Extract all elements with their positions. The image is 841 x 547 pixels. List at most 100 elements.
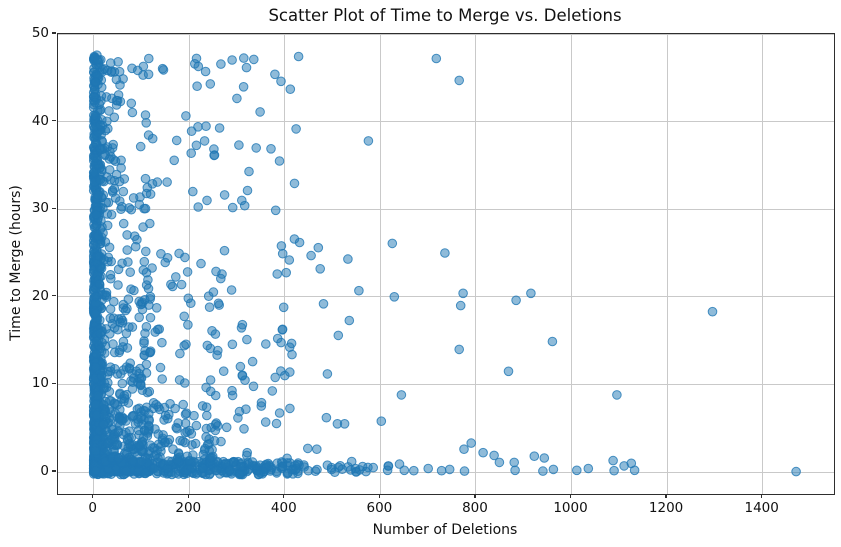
scatter-point bbox=[91, 349, 102, 359]
scatter-point bbox=[175, 348, 185, 359]
scatter-point bbox=[458, 288, 468, 299]
scatter-point bbox=[176, 279, 187, 290]
scatter-point bbox=[247, 457, 258, 467]
scatter-point bbox=[239, 53, 249, 63]
x-tick-label: 1000 bbox=[553, 500, 588, 516]
scatter-point bbox=[489, 450, 499, 461]
scatter-point bbox=[90, 77, 101, 87]
scatter-point bbox=[131, 366, 142, 377]
scatter-point bbox=[126, 376, 136, 386]
scatter-point bbox=[141, 267, 152, 278]
scatter-point bbox=[140, 328, 150, 339]
scatter-point bbox=[171, 422, 181, 433]
scatter-point bbox=[115, 317, 125, 328]
scatter-point bbox=[294, 237, 305, 248]
scatter-point bbox=[459, 444, 469, 455]
scatter-point bbox=[140, 110, 151, 120]
x-tick-mark bbox=[665, 494, 667, 498]
scatter-point bbox=[95, 105, 105, 116]
x-tick-mark bbox=[92, 494, 94, 498]
scatter-point bbox=[218, 366, 229, 377]
scatter-point bbox=[394, 459, 405, 469]
scatter-point bbox=[122, 245, 132, 255]
scatter-point bbox=[191, 140, 202, 151]
scatter-point bbox=[113, 427, 124, 437]
scatter-point bbox=[333, 330, 344, 341]
scatter-point bbox=[227, 202, 238, 213]
scatter-point bbox=[98, 228, 108, 238]
scatter-point bbox=[270, 69, 280, 80]
scatter-point bbox=[196, 258, 206, 269]
scatter-point bbox=[396, 390, 407, 400]
scatter-point bbox=[174, 375, 185, 385]
plot-area bbox=[57, 33, 835, 495]
scatter-point bbox=[90, 308, 101, 319]
scatter-point bbox=[214, 123, 225, 133]
scatter-point bbox=[454, 344, 465, 355]
scatter-point bbox=[130, 419, 141, 429]
scatter-point bbox=[276, 76, 286, 87]
scatter-point bbox=[186, 148, 196, 158]
gridline-vertical bbox=[762, 34, 764, 494]
y-tick-mark bbox=[52, 295, 56, 297]
x-axis-label: Number of Deletions bbox=[372, 522, 518, 538]
scatter-point bbox=[376, 416, 387, 427]
scatter-point bbox=[444, 464, 455, 475]
scatter-point bbox=[90, 446, 101, 457]
scatter-point bbox=[629, 465, 640, 476]
scatter-point bbox=[454, 75, 465, 86]
gridline-vertical bbox=[379, 34, 381, 494]
scatter-point bbox=[154, 324, 164, 335]
scatter-point bbox=[200, 66, 211, 77]
y-tick-mark bbox=[52, 32, 56, 34]
scatter-point bbox=[127, 384, 138, 394]
scatter-point bbox=[271, 418, 282, 429]
x-tick-label: 1200 bbox=[648, 500, 684, 516]
scatter-point bbox=[126, 204, 137, 215]
x-tick-label: 1400 bbox=[744, 500, 779, 516]
scatter-point bbox=[137, 385, 148, 396]
scatter-point bbox=[149, 451, 160, 461]
scatter-point bbox=[98, 409, 109, 420]
scatter-point bbox=[247, 356, 258, 367]
scatter-point bbox=[140, 406, 150, 416]
scatter-point bbox=[190, 438, 201, 449]
scatter-point bbox=[326, 462, 337, 473]
scatter-point bbox=[612, 390, 622, 400]
scatter-point bbox=[529, 451, 540, 462]
scatter-point bbox=[234, 469, 245, 480]
gridline-vertical bbox=[666, 34, 668, 494]
scatter-point bbox=[115, 345, 125, 356]
scatter-point bbox=[91, 241, 101, 252]
scatter-point bbox=[143, 69, 154, 80]
scatter-point bbox=[276, 337, 286, 348]
scatter-point bbox=[345, 465, 356, 475]
scatter-point bbox=[126, 98, 137, 109]
scatter-point bbox=[494, 457, 505, 468]
scatter-point bbox=[141, 368, 152, 378]
scatter-point bbox=[116, 369, 126, 379]
scatter-point bbox=[311, 444, 322, 455]
scatter-point bbox=[303, 443, 313, 454]
scatter-point bbox=[224, 465, 235, 475]
scatter-point bbox=[106, 273, 116, 284]
scatter-point bbox=[313, 242, 324, 253]
scatter-point bbox=[105, 146, 115, 157]
scatter-point bbox=[267, 386, 278, 396]
scatter-point bbox=[238, 82, 249, 92]
scatter-point bbox=[141, 246, 151, 257]
scatter-point bbox=[284, 255, 295, 265]
scatter-point bbox=[274, 408, 285, 418]
scatter-point bbox=[118, 336, 129, 347]
scatter-point bbox=[140, 468, 151, 478]
scatter-point bbox=[227, 390, 238, 401]
scatter-point bbox=[255, 107, 265, 117]
scatter-point bbox=[478, 447, 488, 458]
scatter-point bbox=[271, 468, 282, 478]
scatter-point bbox=[116, 204, 126, 214]
scatter-point bbox=[139, 338, 149, 349]
scatter-point bbox=[134, 312, 144, 323]
scatter-point bbox=[276, 241, 287, 251]
scatter-point bbox=[293, 51, 304, 62]
